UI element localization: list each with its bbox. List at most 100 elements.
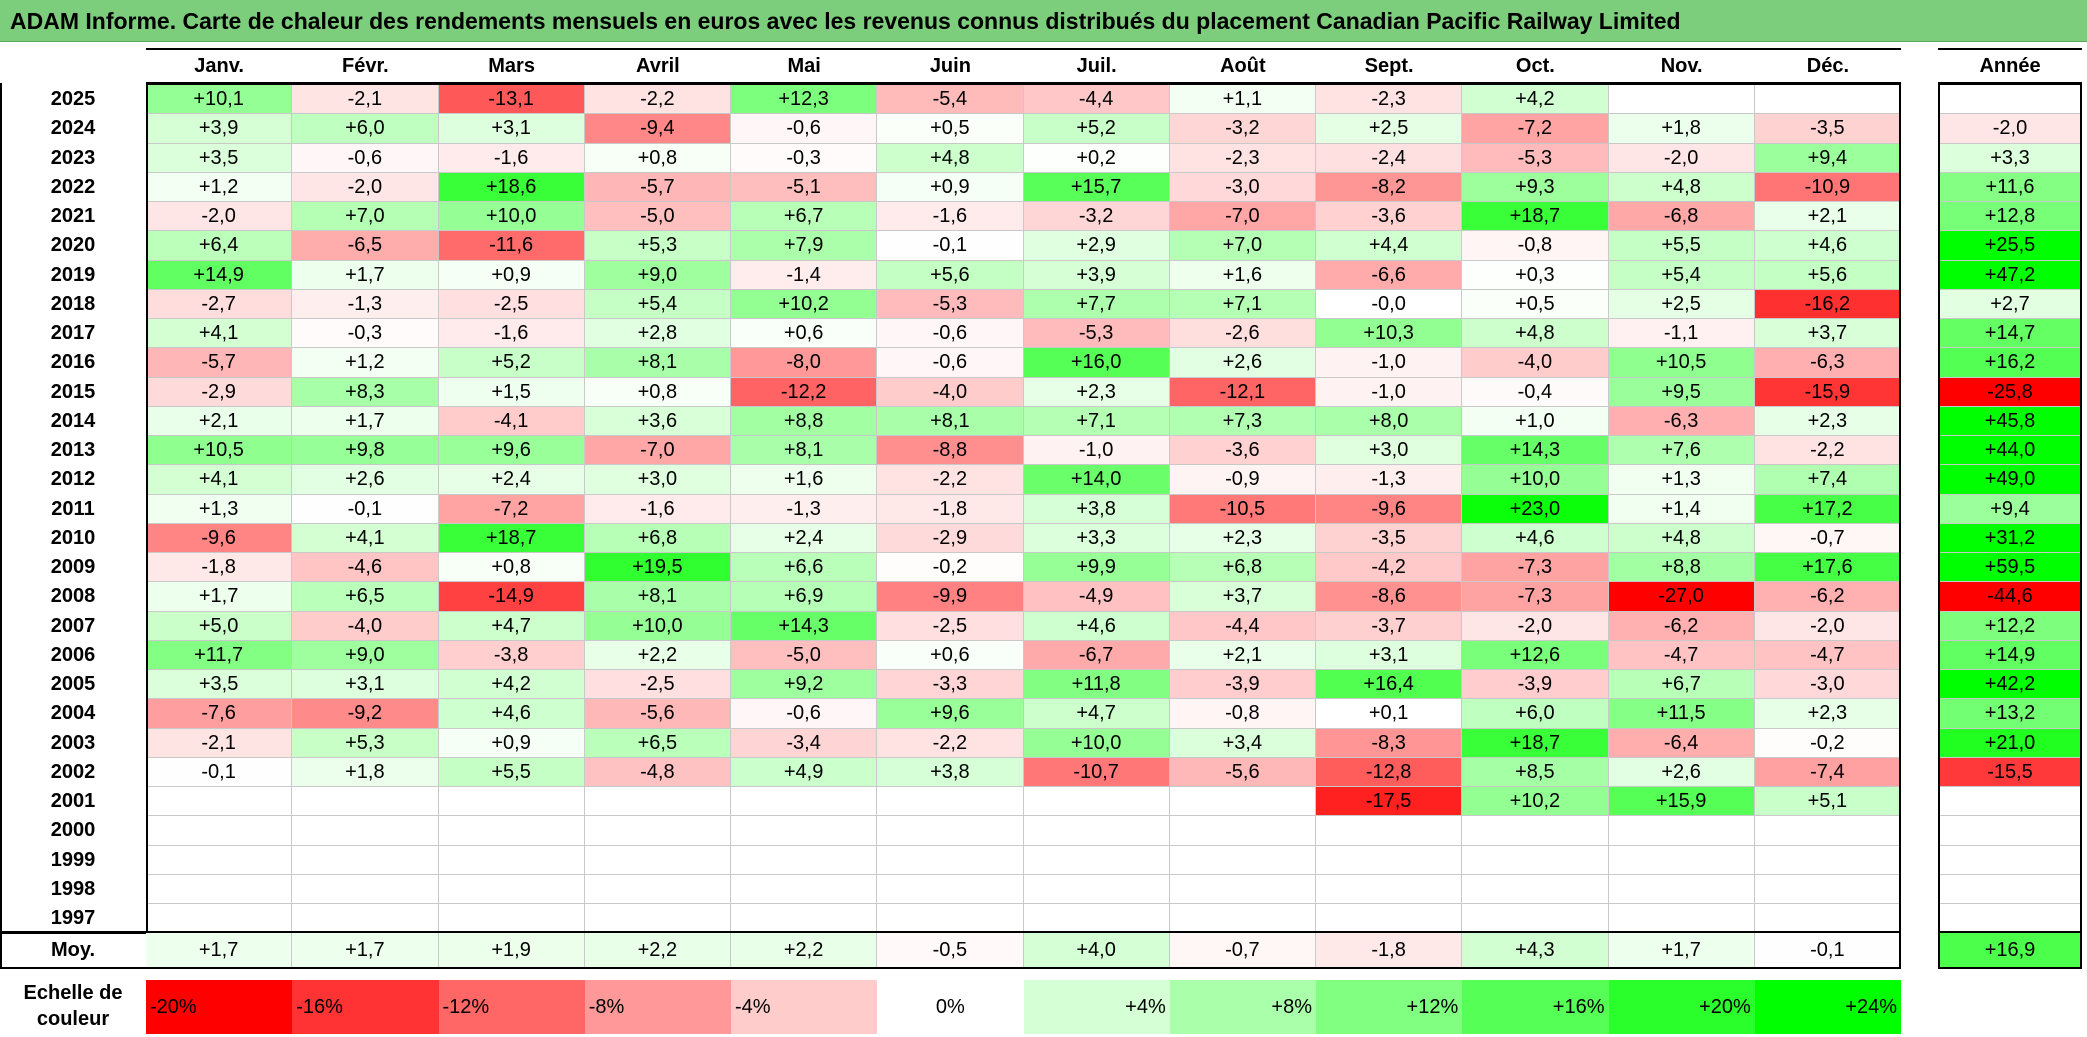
heatmap-cell: +5,4 — [584, 289, 731, 319]
color-scale-swatch: -4% — [731, 980, 878, 1034]
heatmap-cell — [1169, 874, 1316, 904]
heatmap-cell: +6,5 — [292, 582, 439, 612]
heatmap-cell: -5,6 — [1169, 757, 1316, 787]
heatmap-cell: +3,8 — [1023, 494, 1170, 524]
heatmap-cell: +6,8 — [584, 523, 731, 553]
heatmap-cell: -0,8 — [1169, 699, 1316, 729]
heatmap-cell: +1,7 — [146, 582, 293, 612]
heatmap-cell: +2,2 — [584, 640, 731, 670]
heatmap-cell: -1,8 — [877, 494, 1024, 524]
heatmap-cell: -2,5 — [438, 289, 585, 319]
heatmap-cell — [1754, 874, 1901, 904]
heatmap-cell: -7,3 — [1462, 582, 1609, 612]
heatmap-cell — [584, 816, 731, 846]
heatmap-cell — [731, 787, 878, 817]
heatmap-cell: +5,0 — [146, 611, 293, 641]
heatmap-cell: +1,7 — [292, 260, 439, 290]
heatmap-cell: -4,7 — [1754, 640, 1901, 670]
heatmap-cell — [1169, 816, 1316, 846]
annual-cell: +11,6 — [1938, 172, 2082, 202]
annual-cell — [1938, 816, 2082, 846]
year-label: 2003 — [50, 731, 96, 754]
heatmap-cell: -1,6 — [584, 494, 731, 524]
heatmap-cell — [1608, 85, 1755, 115]
heatmap-cell — [438, 874, 585, 904]
heatmap-cell: -16,2 — [1754, 289, 1901, 319]
heatmap-cell: +4,4 — [1316, 231, 1463, 261]
heatmap-cell: +0,2 — [1023, 143, 1170, 173]
average-cell: +4,0 — [1023, 933, 1170, 967]
annual-cell — [1938, 845, 2082, 875]
heatmap-cell: -3,9 — [1169, 670, 1316, 700]
heatmap-cell — [877, 787, 1024, 817]
heatmap-cell: +0,9 — [877, 172, 1024, 202]
color-scale-label-line2: couleur — [36, 1008, 110, 1030]
heatmap-cell: -5,3 — [1462, 143, 1609, 173]
year-label: 2011 — [51, 497, 95, 520]
chart-title: ADAM Informe. Carte de chaleur des rende… — [10, 8, 1681, 34]
color-scale-label-line1: Echelle de — [23, 982, 123, 1004]
heatmap-cell — [1169, 904, 1316, 934]
heatmap-cell: -0,0 — [1316, 289, 1463, 319]
year-label: 2013 — [50, 439, 96, 461]
heatmap-cell: -1,0 — [1316, 348, 1463, 378]
heatmap-cell: -4,0 — [877, 377, 1024, 407]
year-label: 2001 — [50, 790, 96, 812]
heatmap-cell: +7,0 — [292, 202, 439, 232]
heatmap-cell: +6,7 — [731, 202, 878, 232]
heatmap-cell — [1023, 874, 1170, 904]
heatmap-cell: -2,1 — [292, 85, 439, 115]
heatmap-cell — [1462, 904, 1609, 934]
heatmap-cell: +6,9 — [731, 582, 878, 612]
month-header: Juil. — [1076, 55, 1117, 77]
heatmap-cell: -6,2 — [1608, 611, 1755, 641]
heatmap-cell: +18,7 — [438, 523, 585, 553]
heatmap-cell: +2,3 — [1754, 406, 1901, 436]
annual-cell: +9,4 — [1938, 494, 2082, 524]
heatmap-cell: +10,5 — [1608, 348, 1755, 378]
average-cell: -0,1 — [1754, 933, 1901, 967]
heatmap-cell: +4,2 — [438, 670, 585, 700]
heatmap-cell: +8,3 — [292, 377, 439, 407]
annual-cell — [1938, 874, 2082, 904]
heatmap-cell: +11,5 — [1608, 699, 1755, 729]
heatmap-cell: +10,2 — [731, 289, 878, 319]
heatmap-cell: -12,1 — [1169, 377, 1316, 407]
heatmap-cell: +3,8 — [877, 757, 1024, 787]
heatmap-cell: +10,5 — [146, 436, 293, 466]
heatmap-cell: +4,1 — [146, 465, 293, 495]
heatmap-cell: -3,5 — [1316, 523, 1463, 553]
heatmap-cell: -2,3 — [1169, 143, 1316, 173]
year-label: 2000 — [50, 819, 96, 842]
year-label: 1998 — [50, 877, 96, 900]
heatmap-cell: +4,6 — [1023, 611, 1170, 641]
heatmap-cell: -3,2 — [1169, 114, 1316, 144]
heatmap-cell: +5,3 — [292, 728, 439, 758]
heatmap-cell — [877, 816, 1024, 846]
color-scale-swatch: +4% — [1023, 980, 1170, 1034]
heatmap-cell: +7,0 — [1169, 231, 1316, 261]
heatmap-cell: +17,6 — [1754, 553, 1901, 583]
heatmap-cell: +2,1 — [1169, 640, 1316, 670]
heatmap-cell: +10,1 — [146, 85, 293, 115]
heatmap-cell: +3,0 — [584, 465, 731, 495]
heatmap-cell: +18,7 — [1462, 728, 1609, 758]
heatmap-cell: +0,8 — [438, 553, 585, 583]
heatmap-cell: -9,9 — [877, 582, 1024, 612]
heatmap-cell: +10,3 — [1316, 319, 1463, 349]
heatmap-cell: +3,7 — [1169, 582, 1316, 612]
heatmap-cell: +3,1 — [1316, 640, 1463, 670]
heatmap-cell: -2,2 — [877, 465, 1024, 495]
heatmap-cell: +4,9 — [731, 757, 878, 787]
month-header: Févr. — [342, 55, 389, 77]
heatmap-cell — [292, 787, 439, 817]
heatmap-cell: -7,2 — [1462, 114, 1609, 144]
heatmap-cell: +9,0 — [584, 260, 731, 290]
heatmap-cell: +0,8 — [584, 143, 731, 173]
heatmap-cell: -0,1 — [877, 231, 1024, 261]
color-scale-swatch: -20% — [146, 980, 293, 1034]
heatmap-cell: -5,6 — [584, 699, 731, 729]
heatmap-cell: -1,0 — [1316, 377, 1463, 407]
heatmap-cell: -8,6 — [1316, 582, 1463, 612]
heatmap-cell: -2,2 — [584, 85, 731, 115]
